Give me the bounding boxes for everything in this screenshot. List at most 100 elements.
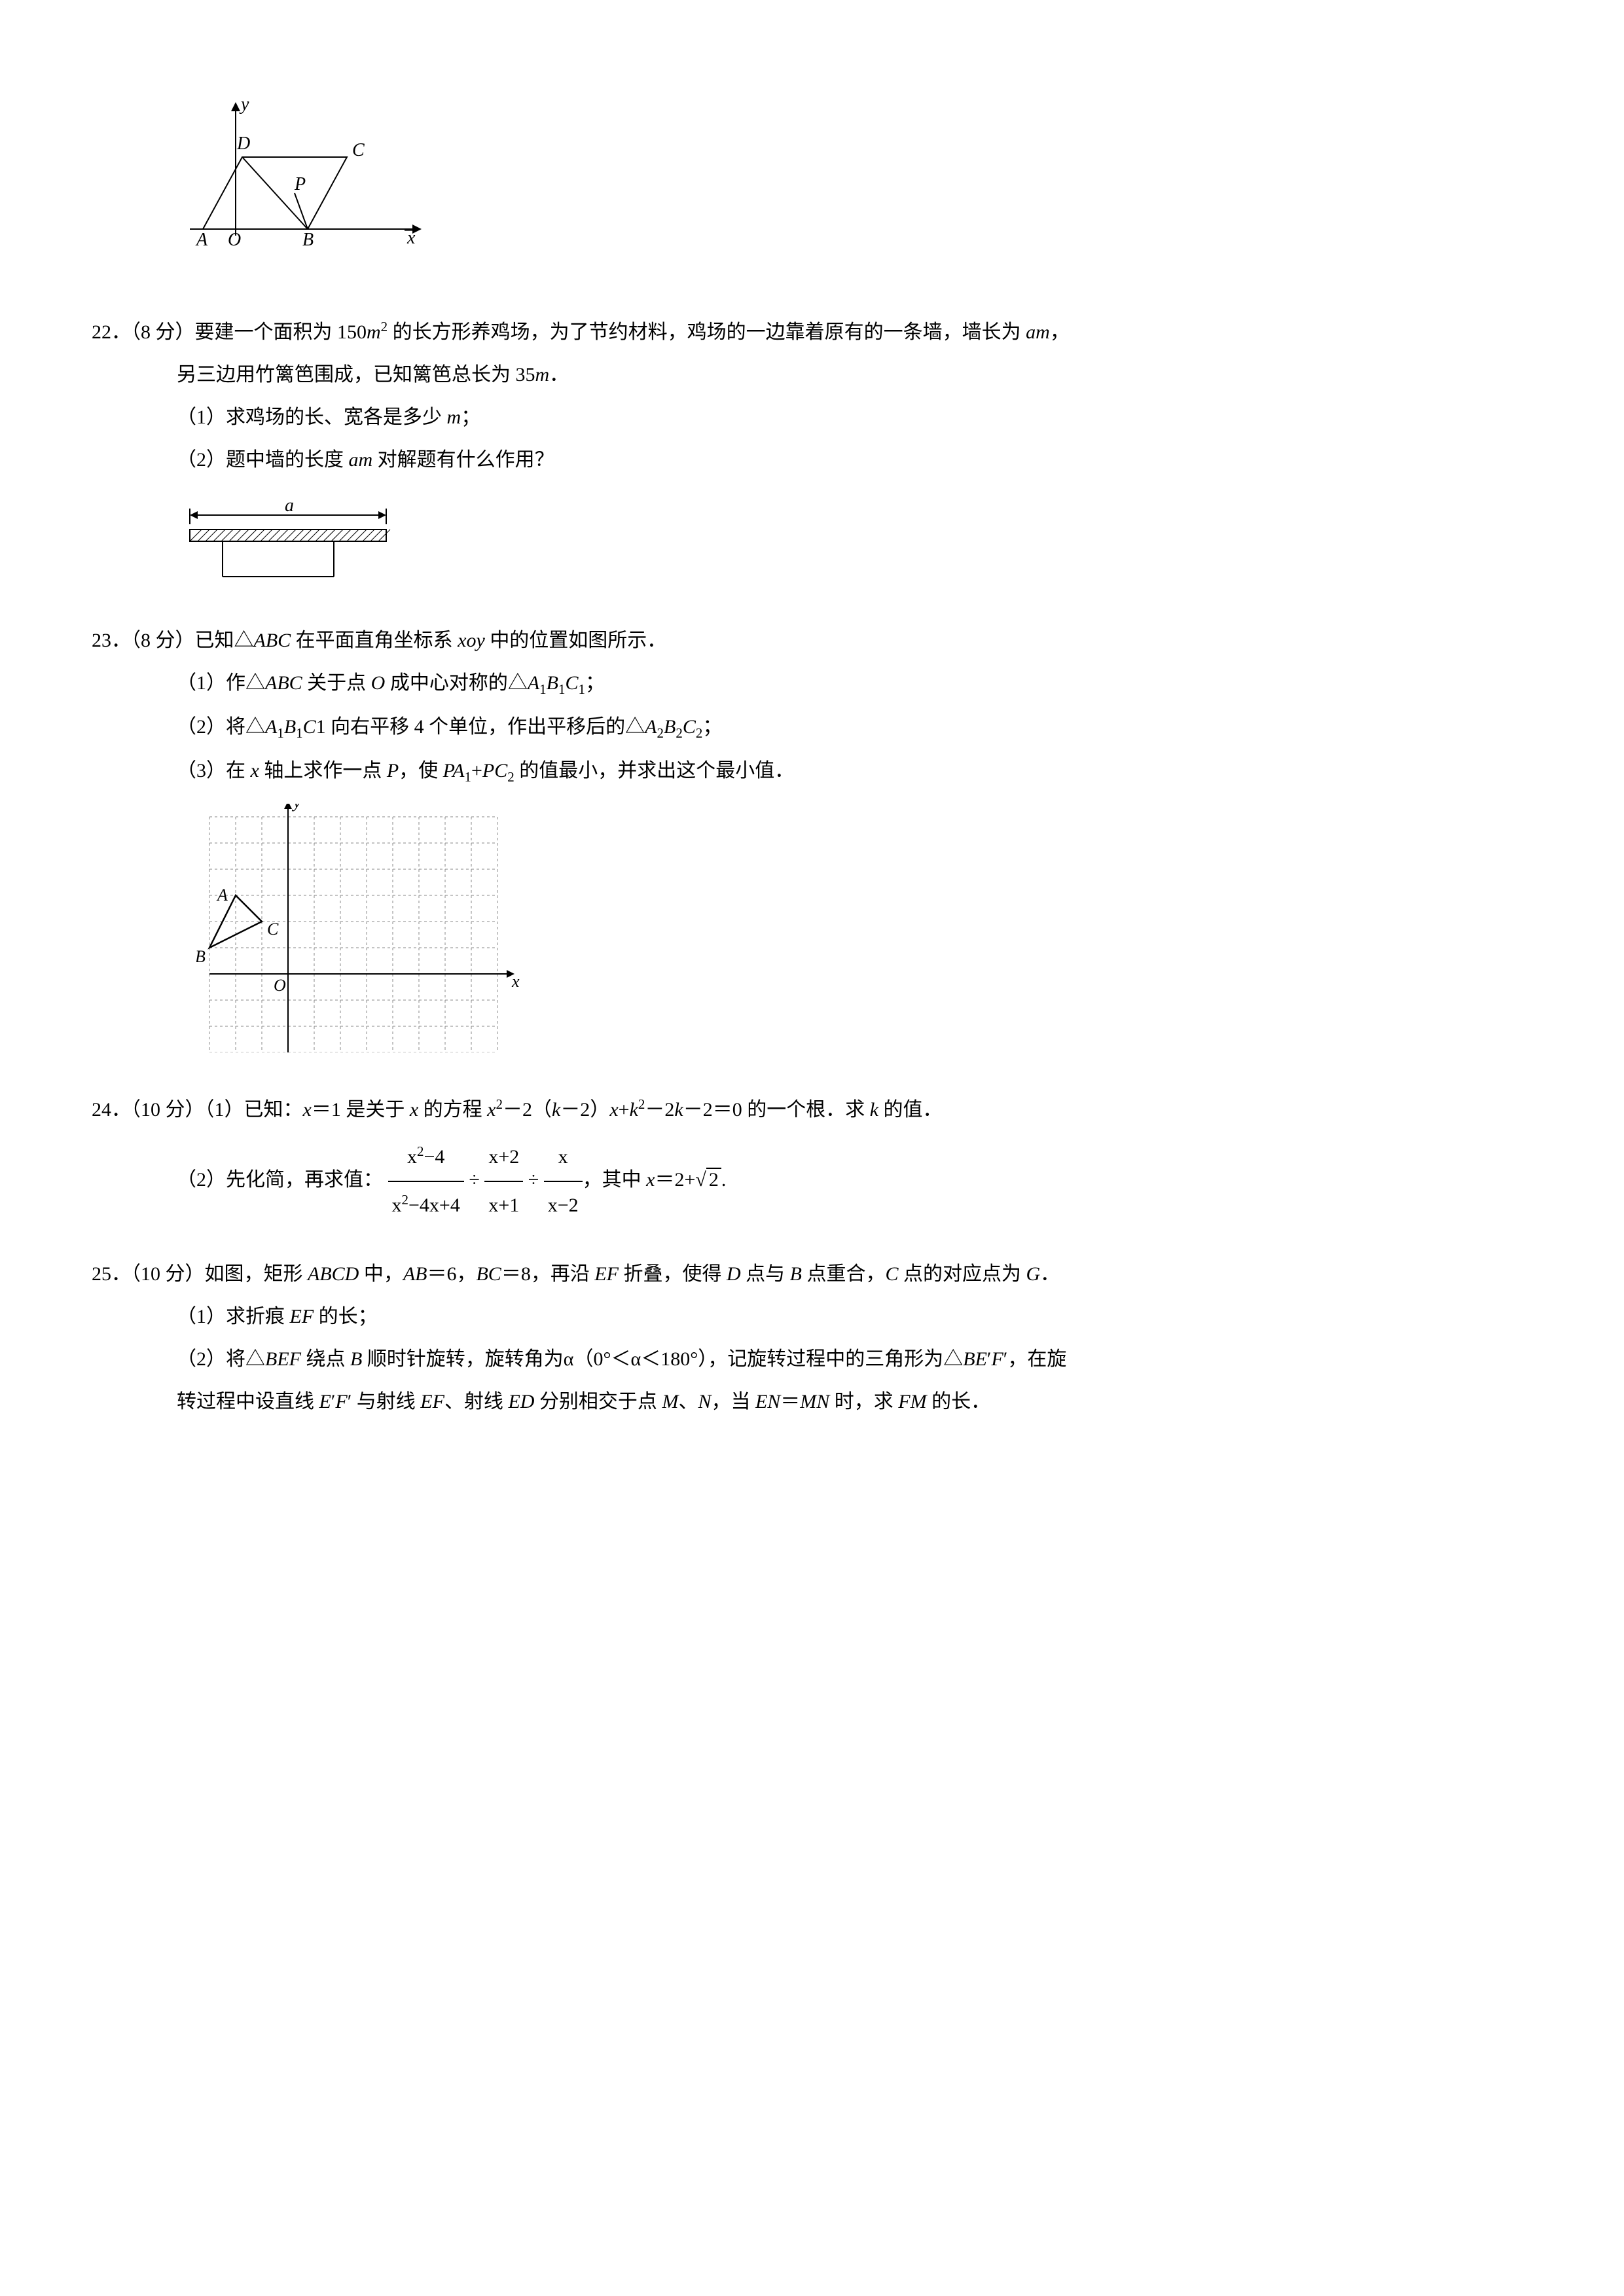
p23-line1: 23．（8 分）已知△ABC 在平面直角坐标系 xoy 中的位置如图所示． — [92, 622, 1532, 659]
p25-points: （10 分） — [131, 1263, 205, 1285]
p25-t7: 点重合， — [802, 1263, 886, 1285]
p25-l3g: 时，求 — [829, 1391, 898, 1412]
p25-ab: AB — [403, 1263, 427, 1285]
p23-b1bs: 1 — [296, 725, 303, 741]
p23-t3: 中的位置如图所示． — [485, 630, 667, 651]
parallelogram-diagram: yxOABCDP — [177, 92, 425, 275]
p25-sub2: （2）将△BEF 绕点 B 顺时针旋转，旋转角为α（0°＜α＜180°），记旋转… — [177, 1340, 1532, 1378]
p22-sq: 2 — [381, 319, 388, 334]
p24-plus: + — [619, 1099, 630, 1121]
p24-sqrt: √2 — [695, 1168, 721, 1191]
p25-l3b: 与射线 — [352, 1391, 420, 1412]
p22-sub2: （2）题中墙的长度 am 对解题有什么作用？ — [177, 441, 1532, 478]
p25-s2d: ，在旋 — [1007, 1348, 1066, 1370]
p22-l2a: 另三边用竹篱笆围成，已知篱笆总长为 35 — [177, 364, 535, 386]
p25-t1: 如图，矩形 — [205, 1263, 308, 1285]
p24-x3: x — [487, 1099, 496, 1121]
p25-l3a: 转过程中设直线 — [177, 1391, 319, 1412]
p22-s1u: m — [447, 406, 461, 428]
p23-s3a: （3）在 — [177, 760, 251, 781]
p23-s1abc: ABC — [265, 672, 302, 694]
p25-ef: EF — [594, 1263, 619, 1285]
p24-s1d: －2（ — [503, 1099, 552, 1121]
p23-a1: A — [528, 672, 539, 694]
p22-s2a: （2）题中墙的长度 — [177, 449, 349, 471]
p25-t5: 折叠，使得 — [619, 1263, 727, 1285]
svg-text:B: B — [196, 947, 206, 966]
p23-num: 23． — [92, 630, 131, 651]
p25-line1: 25．（10 分）如图，矩形 ABCD 中，AB＝6，BC＝8，再沿 EF 折叠… — [92, 1255, 1532, 1293]
svg-text:O: O — [274, 976, 286, 995]
p24-s1b: ＝1 是关于 — [312, 1099, 410, 1121]
p23-a1b: A — [265, 716, 277, 738]
p24-period: . — [721, 1169, 727, 1191]
p25-abcd: ABCD — [308, 1263, 359, 1285]
p22-unit1: m — [367, 321, 381, 343]
p24-s1a: （1）已知： — [205, 1099, 303, 1121]
p25-l3f: ，当 — [711, 1391, 755, 1412]
p25-ed: ED — [508, 1391, 534, 1412]
p25-s1b: 的长； — [314, 1306, 378, 1327]
p25-t2: 中， — [359, 1263, 403, 1285]
fig-22: a — [177, 492, 1532, 596]
p24-frac1: x2−4x2−4x+4 — [388, 1134, 464, 1229]
p24-k4: k — [870, 1099, 878, 1121]
p25-g: G — [1026, 1263, 1041, 1285]
svg-text:A: A — [216, 886, 228, 905]
p24-s2c: ＝2+ — [655, 1169, 695, 1191]
svg-text:y: y — [239, 94, 249, 115]
p25-b: B — [790, 1263, 802, 1285]
p23-pa1s: 1 — [464, 769, 471, 785]
problem-24: 24．（10 分）（1）已知：x＝1 是关于 x 的方程 x2－2（k－2）x+… — [92, 1091, 1532, 1229]
p23-s2a: （2）将△ — [177, 716, 265, 738]
svg-text:C: C — [267, 920, 279, 939]
p22-t2: 的长方形养鸡场，为了节约材料，鸡场的一边靠着原有的一条墙，墙长为 — [388, 321, 1026, 343]
p23-plus: + — [471, 760, 482, 781]
p23-s2c: ； — [702, 716, 722, 738]
p24-sub2: （2）先化简，再求值： x2−4x2−4x+4 ÷ x+2x+1 ÷ xx−2，… — [177, 1134, 1532, 1229]
svg-text:O: O — [228, 230, 241, 250]
p25-s2a: （2）将△ — [177, 1348, 265, 1370]
p24-s2b: ，其中 — [583, 1169, 647, 1191]
p25-t8: 点的对应点为 — [899, 1263, 1026, 1285]
p23-s1d: ； — [585, 672, 605, 694]
problem-22: 22．（8 分）要建一个面积为 150m2 的长方形养鸡场，为了节约材料，鸡场的… — [92, 314, 1532, 596]
svg-text:x: x — [511, 972, 520, 991]
p25-l3d: 分别相交于点 — [534, 1391, 662, 1412]
p24-k2: k — [630, 1099, 638, 1121]
problem-25: 25．（10 分）如图，矩形 ABCD 中，AB＝6，BC＝8，再沿 EF 折叠… — [92, 1255, 1532, 1420]
p23-s2b: 1 向右平移 4 个单位，作出平移后的△ — [316, 716, 645, 738]
p24-s1c: 的方程 — [418, 1099, 487, 1121]
p24-frac3: xx−2 — [544, 1134, 583, 1229]
p23-a2: A — [645, 716, 657, 738]
p25-n: N — [698, 1391, 711, 1412]
p22-s2b: 对解题有什么作用？ — [372, 449, 554, 471]
p22-unit2: m — [535, 364, 550, 386]
svg-text:D: D — [236, 134, 250, 154]
p25-bc: BC — [476, 1263, 501, 1285]
p24-s2a: （2）先化简，再求值： — [177, 1169, 383, 1191]
p25-l3h: 的长． — [927, 1391, 991, 1412]
p23-abc: ABC — [254, 630, 291, 651]
problem-23: 23．（8 分）已知△ABC 在平面直角坐标系 xoy 中的位置如图所示． （1… — [92, 622, 1532, 1065]
p22-line1: 22．（8 分）要建一个面积为 150m2 的长方形养鸡场，为了节约材料，鸡场的… — [92, 314, 1532, 351]
p22-s2v: am — [349, 449, 373, 471]
p23-x: x — [251, 760, 259, 781]
p23-p: P — [387, 760, 399, 781]
p25-bef: BEF — [265, 1348, 301, 1370]
p25-e: E — [319, 1391, 331, 1412]
p24-num: 24． — [92, 1099, 131, 1121]
p24-x1: x — [303, 1099, 312, 1121]
p24-s1h: 的值． — [878, 1099, 943, 1121]
p23-c1s: 1 — [579, 681, 586, 697]
p23-s3d: 的值最小，并求出这个最小值． — [514, 760, 795, 781]
p24-k3: k — [674, 1099, 683, 1121]
p24-x4: x — [609, 1099, 618, 1121]
p24-points: （10 分） — [131, 1099, 205, 1121]
p25-c: C — [885, 1263, 898, 1285]
p23-pc2s: 2 — [507, 769, 514, 785]
svg-text:a: a — [285, 495, 294, 516]
p25-d: D — [727, 1263, 741, 1285]
p23-s3b: 轴上求作一点 — [259, 760, 387, 781]
fig-23: OxyABC — [196, 804, 1532, 1065]
